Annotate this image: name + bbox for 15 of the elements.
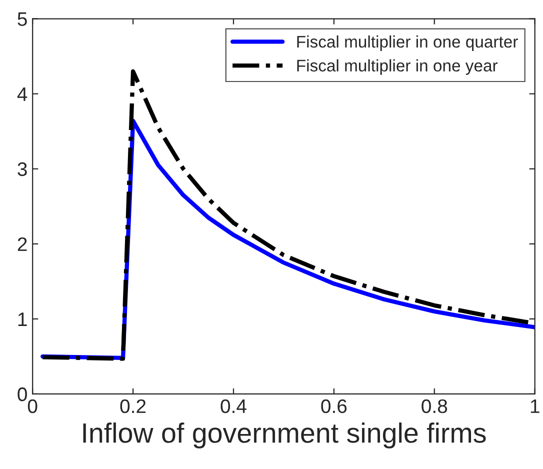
y-tick-label: 4 [17, 87, 28, 101]
y-tick-label: 2 [18, 237, 27, 251]
x-tick-label: 0.6 [321, 399, 347, 414]
x-tick-label: 0.8 [422, 399, 448, 414]
x-tick-label: 0.4 [220, 399, 246, 414]
x-tick-label: 0.2 [120, 399, 146, 414]
y-tick-label: 3 [18, 162, 27, 176]
x-tick-label: 1 [530, 400, 540, 413]
x-axis-title: Inflow of government single firms [83, 422, 486, 448]
legend-label: Fiscal multiplier in one year [297, 59, 498, 75]
x-tick-label: 0 [28, 399, 38, 414]
y-tick-label: 1 [18, 312, 27, 326]
y-tick-label: 5 [18, 12, 27, 26]
legend-label: Fiscal multiplier in one quarter [297, 35, 518, 51]
y-tick-label: 0 [18, 387, 27, 402]
